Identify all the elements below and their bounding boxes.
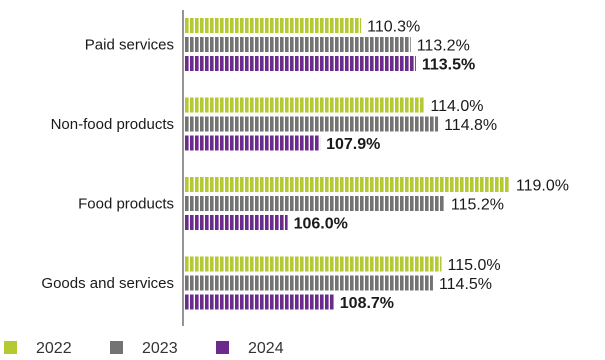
legend-label-2022: 2022 bbox=[36, 340, 72, 357]
legend-swatch-2024 bbox=[216, 341, 229, 354]
bar-2024 bbox=[185, 215, 288, 230]
legend-label-2024: 2024 bbox=[248, 340, 284, 357]
value-label: 114.0% bbox=[430, 98, 483, 115]
bar-2023 bbox=[185, 196, 445, 211]
bar-2022 bbox=[185, 18, 362, 33]
value-label: 119.0% bbox=[516, 178, 569, 195]
bar-2022 bbox=[185, 177, 510, 192]
bar-2023 bbox=[185, 116, 439, 132]
bar-2024 bbox=[185, 294, 334, 310]
bar-2024 bbox=[185, 56, 416, 71]
category-label: Paid services bbox=[85, 37, 174, 54]
value-label: 114.8% bbox=[444, 117, 497, 134]
value-label: 115.0% bbox=[448, 257, 501, 274]
value-label: 113.5% bbox=[422, 57, 475, 74]
bar-2023 bbox=[185, 37, 411, 52]
value-label: 113.2% bbox=[417, 38, 470, 55]
value-label: 114.5% bbox=[439, 276, 492, 293]
legend-swatch-2022 bbox=[4, 341, 17, 354]
legend-swatch-2023 bbox=[110, 341, 123, 354]
category-labels: Paid services Non-food products Food produ… bbox=[41, 37, 174, 293]
value-label: 110.3% bbox=[367, 19, 420, 36]
category-label: Goods and services bbox=[41, 275, 174, 292]
category-label: Food products bbox=[78, 196, 174, 213]
value-label: 107.9% bbox=[326, 136, 380, 153]
value-label: 115.2% bbox=[451, 197, 504, 214]
bar-2023 bbox=[185, 275, 433, 291]
legend-label-2023: 2023 bbox=[142, 340, 178, 357]
value-label: 108.7% bbox=[340, 295, 394, 312]
bar-2022 bbox=[185, 256, 442, 272]
value-labels: 110.3% 113.2% 113.5% 114.0% 114.8% 107.9% 119.… bbox=[294, 19, 569, 313]
legend: 2022 2023 2024 bbox=[4, 340, 284, 357]
bars-group bbox=[185, 18, 510, 310]
bar-2024 bbox=[185, 135, 321, 151]
bar-2022 bbox=[185, 97, 425, 113]
value-label: 106.0% bbox=[294, 216, 348, 233]
category-label: Non-food products bbox=[51, 116, 174, 133]
